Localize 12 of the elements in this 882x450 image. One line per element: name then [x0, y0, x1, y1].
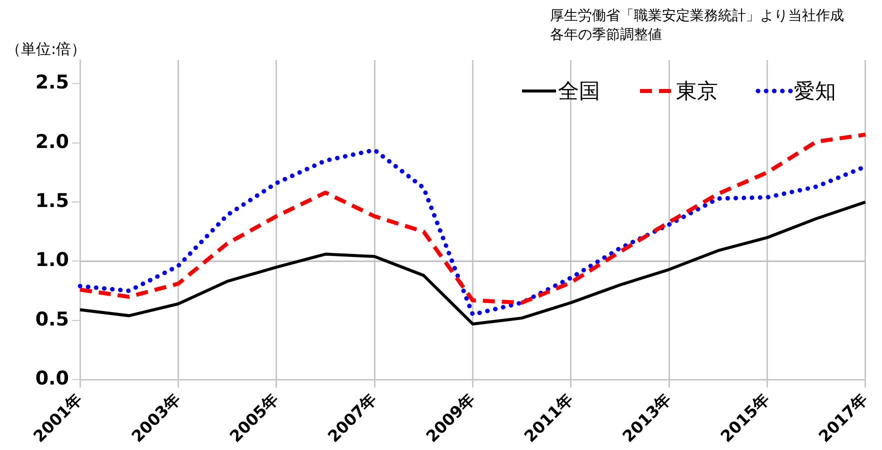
y-tick-label: 1.0 — [35, 249, 69, 272]
legend-label: 東京 — [676, 79, 718, 103]
legend-label: 全国 — [558, 79, 600, 103]
y-tick-label: 2.5 — [35, 72, 69, 94]
text: 各年の季節調整値 — [550, 27, 662, 43]
y-tick-label: 1.5 — [35, 190, 69, 212]
y-tick-label: 0.5 — [35, 308, 69, 330]
text: 厚生労働省「職業安定業務統計」より当社作成 — [550, 8, 844, 24]
legend-label: 愛知 — [794, 79, 836, 103]
y-axis-title: （単位:倍） — [6, 40, 86, 58]
y-tick-label: 2.0 — [35, 130, 69, 153]
y-tick-label: 0.0 — [35, 368, 69, 390]
